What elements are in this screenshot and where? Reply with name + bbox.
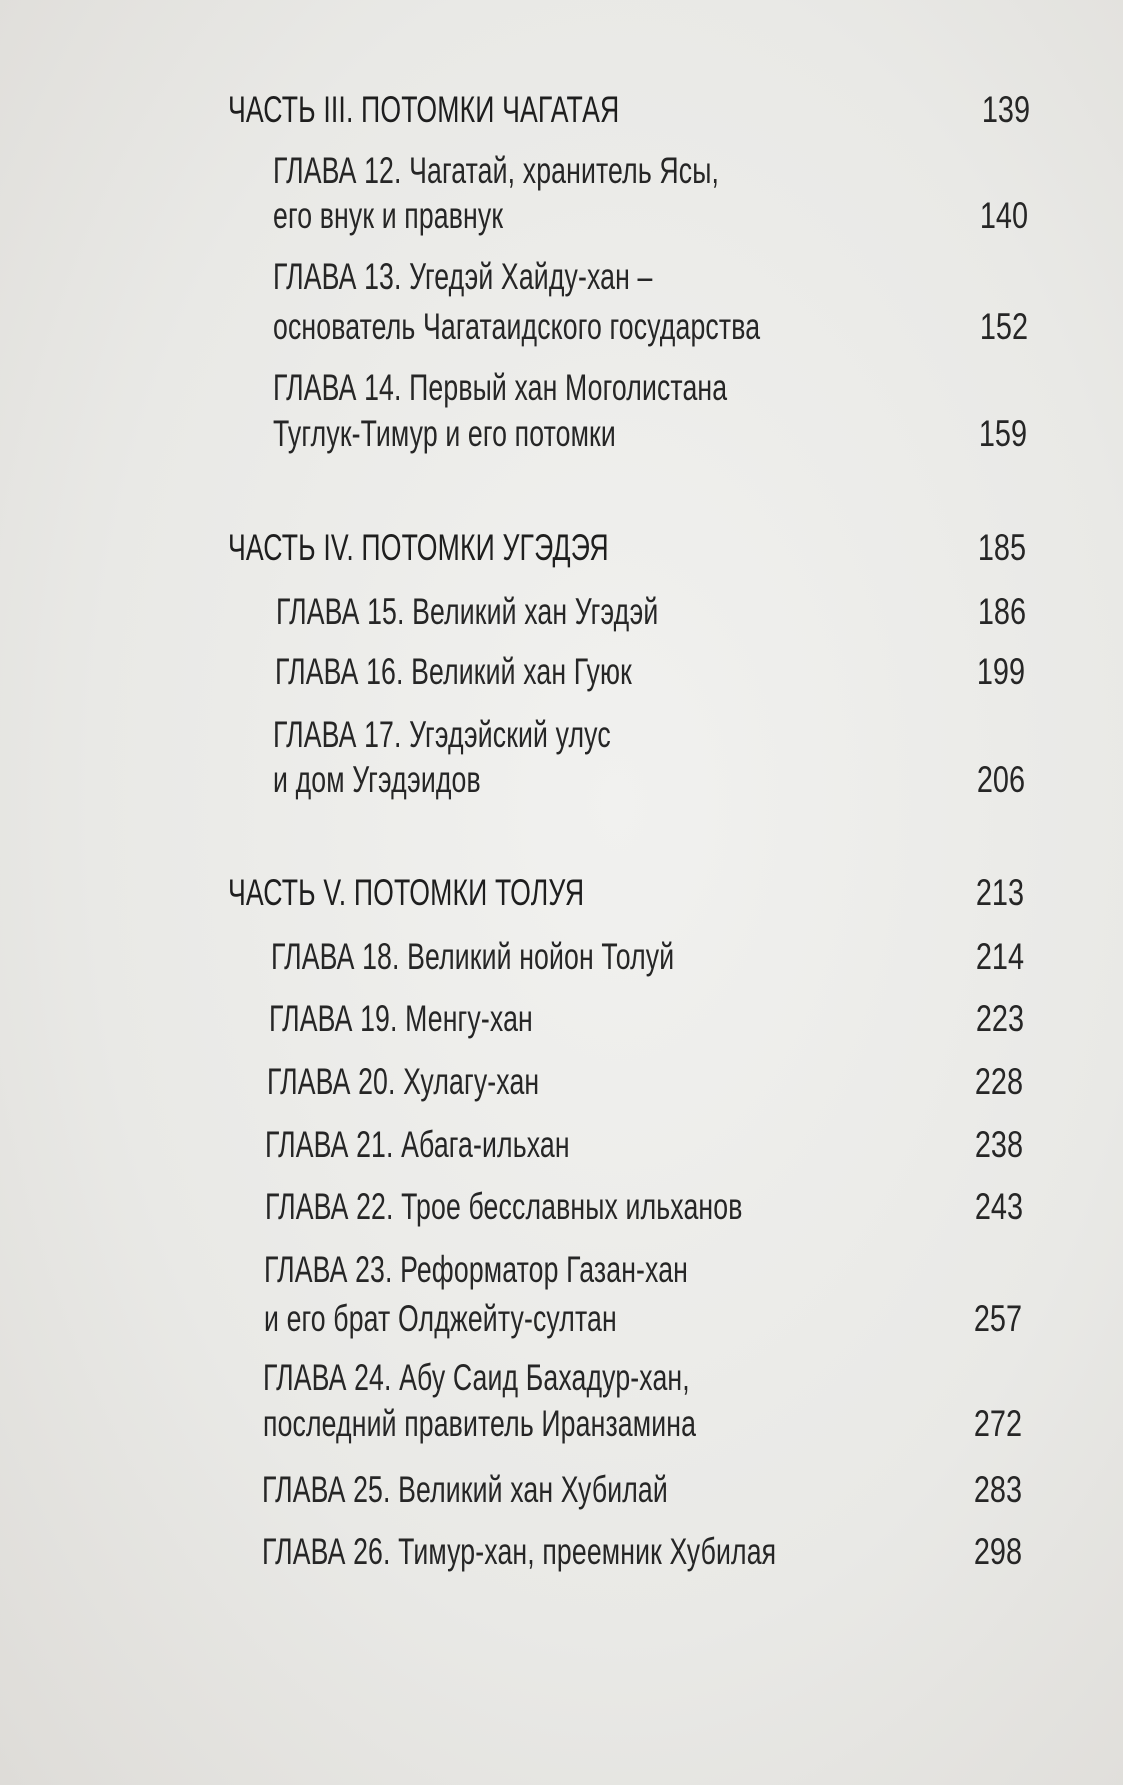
entry-title-line: ГЛАВА 12. Чагатай, хранитель Ясы,: [273, 150, 720, 191]
entry-title-line: ГЛАВА 16. Великий хан Гуюк: [275, 651, 632, 692]
page-number: 238: [974, 1124, 1023, 1165]
entry-title-line: ГЛАВА 22. Трое бесславных ильханов: [265, 1186, 743, 1227]
entry-title-line: ГЛАВА 19. Менгу-хан: [269, 998, 533, 1039]
page-number: 214: [975, 936, 1024, 977]
entry-title-line: ГЛАВА 21. Абага-ильхан: [265, 1124, 570, 1165]
entry-title-line: ЧАСТЬ III. ПОТОМКИ ЧАГАТАЯ: [228, 89, 620, 130]
page-number: 243: [974, 1186, 1023, 1227]
entry-title-line: Туглук-Тимур и его потомки: [273, 413, 616, 454]
entry-title-line: его внук и правнук: [273, 195, 504, 236]
entry-title-line: последний правитель Иранзамина: [263, 1403, 697, 1444]
entry-title-line: и его брат Олджейту-султан: [264, 1298, 617, 1339]
page-number: 283: [973, 1469, 1022, 1510]
page-number: 272: [973, 1403, 1022, 1444]
page-number: 206: [976, 759, 1025, 800]
entry-title-line: ГЛАВА 18. Великий нойон Толуй: [271, 936, 675, 977]
entry-title-line: ГЛАВА 24. Абу Саид Бахадур-хан,: [263, 1357, 690, 1398]
page-number: 223: [975, 998, 1024, 1039]
page-number: 159: [978, 413, 1027, 454]
entry-title-line: ГЛАВА 17. Угэдэйский улус: [273, 714, 611, 755]
page-number: 139: [981, 89, 1030, 130]
entry-title-line: ЧАСТЬ IV. ПОТОМКИ УГЭДЭЯ: [228, 527, 609, 568]
page-number: 185: [977, 527, 1026, 568]
page-number: 186: [977, 591, 1026, 632]
entry-title-line: ГЛАВА 26. Тимур-хан, преемник Хубилая: [262, 1531, 777, 1572]
entry-title-line: основатель Чагатаидского государства: [273, 306, 761, 347]
page-number: 140: [979, 195, 1028, 236]
page-number: 228: [974, 1061, 1023, 1102]
page-number: 152: [979, 306, 1028, 347]
page-number: 213: [975, 872, 1024, 913]
entry-title-line: ГЛАВА 20. Хулагу-хан: [267, 1061, 540, 1102]
page-number: 199: [976, 651, 1025, 692]
page-number: 298: [973, 1531, 1022, 1572]
entry-title-line: ЧАСТЬ V. ПОТОМКИ ТОЛУЯ: [228, 872, 585, 913]
entry-title-line: ГЛАВА 25. Великий хан Хубилай: [262, 1469, 668, 1510]
entry-title-line: ГЛАВА 14. Первый хан Моголистана: [273, 367, 728, 408]
entry-title-line: ГЛАВА 23. Реформатор Газан-хан: [264, 1249, 689, 1290]
page-number: 257: [973, 1298, 1022, 1339]
entry-title-line: ГЛАВА 13. Угедэй Хайду-хан –: [273, 256, 653, 297]
entry-title-line: ГЛАВА 15. Великий хан Угэдэй: [276, 591, 659, 632]
entry-title-line: и дом Угэдэидов: [273, 759, 481, 800]
